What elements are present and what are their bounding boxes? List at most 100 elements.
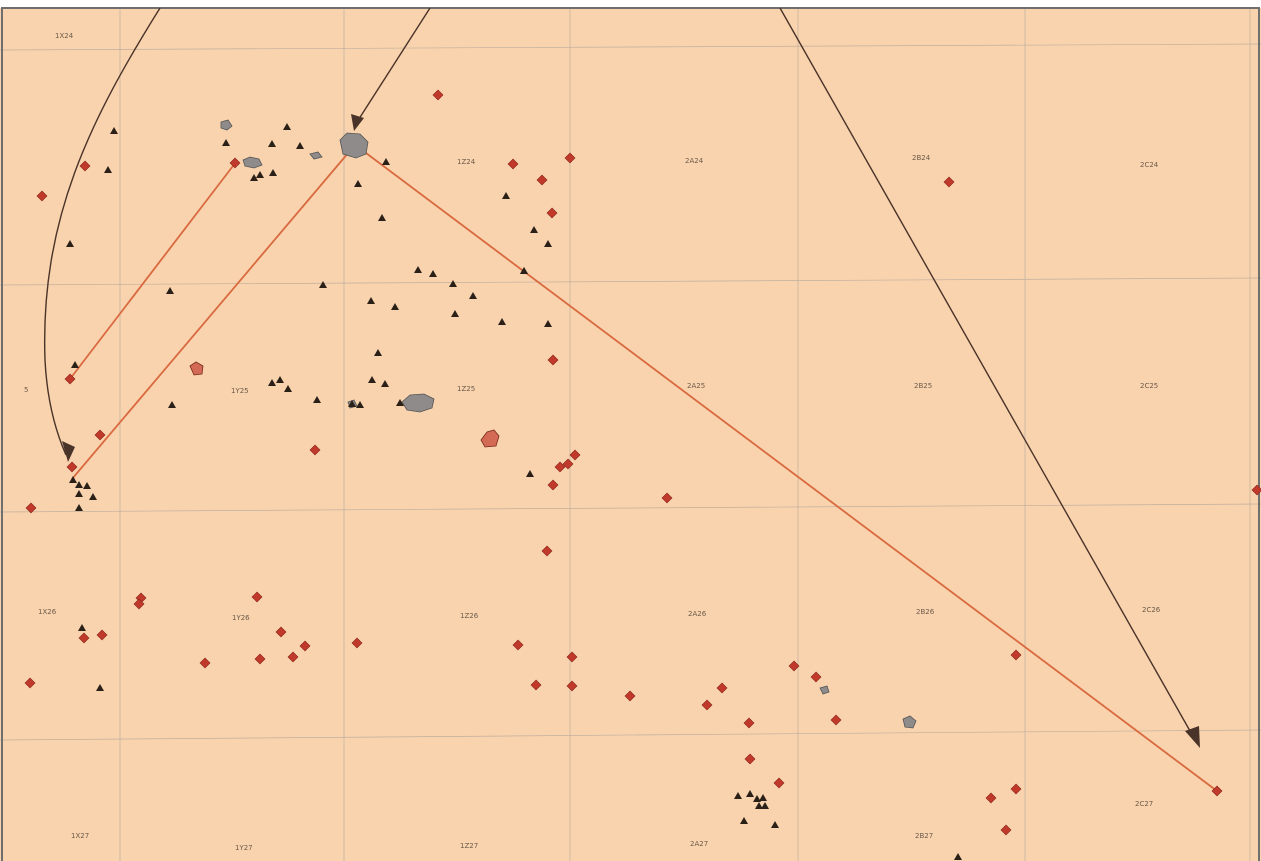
cell-label-2a27: 2A27 bbox=[690, 840, 708, 848]
triangle-marker bbox=[269, 169, 277, 176]
diamond-marker bbox=[133, 598, 145, 610]
triangle-marker bbox=[396, 399, 404, 406]
triangle-marker bbox=[753, 795, 761, 802]
triangle-marker bbox=[313, 396, 321, 403]
triangle-marker bbox=[391, 303, 399, 310]
cell-label-2c27: 2C27 bbox=[1135, 800, 1153, 808]
annotation-arrows bbox=[43, 7, 1195, 739]
cell-label-1z26: 1Z26 bbox=[460, 612, 479, 620]
connector-line bbox=[71, 151, 350, 480]
triangle-marker bbox=[544, 320, 552, 327]
diamond-marker bbox=[566, 680, 578, 692]
diamond-marker bbox=[254, 653, 266, 665]
area-feature bbox=[480, 429, 500, 448]
diamond-marker bbox=[64, 373, 76, 385]
annotation-arrow bbox=[356, 7, 431, 123]
diamond-marker bbox=[541, 545, 553, 557]
diamond-marker bbox=[1010, 649, 1022, 661]
triangle-marker bbox=[740, 817, 748, 824]
diamond-marker bbox=[66, 461, 78, 473]
cell-label-1y25: 1Y25 bbox=[231, 387, 249, 395]
diamond-marker bbox=[199, 657, 211, 669]
diamond-marker bbox=[79, 160, 91, 172]
triangle-marker bbox=[110, 127, 118, 134]
diamond-marker bbox=[810, 671, 822, 683]
diamond-marker bbox=[985, 792, 997, 804]
triangle-marker bbox=[520, 267, 528, 274]
triangle-marker bbox=[348, 400, 356, 407]
triangle-marker bbox=[89, 493, 97, 500]
triangle-marker bbox=[761, 802, 769, 809]
triangle-marker bbox=[368, 376, 376, 383]
diamond-marker bbox=[566, 651, 578, 663]
triangle-marker bbox=[381, 380, 389, 387]
triangle-marker bbox=[367, 297, 375, 304]
triangle-marker bbox=[104, 166, 112, 173]
diamond-marker bbox=[24, 677, 36, 689]
triangle-marker bbox=[544, 240, 552, 247]
triangle-marker bbox=[449, 280, 457, 287]
diamond-marker bbox=[36, 190, 48, 202]
triangle-marker bbox=[429, 270, 437, 277]
diamond-marker bbox=[546, 207, 558, 219]
triangle-marker bbox=[469, 292, 477, 299]
diamond-marker bbox=[351, 637, 363, 649]
cell-label-2b26: 2B26 bbox=[916, 608, 935, 616]
diamond-marker bbox=[507, 158, 519, 170]
cell-label-2a24: 2A24 bbox=[685, 157, 704, 165]
diamond-marker bbox=[661, 492, 673, 504]
diamond-marker bbox=[788, 660, 800, 672]
triangle-marker bbox=[296, 142, 304, 149]
triangle-marker bbox=[771, 821, 779, 828]
cell-label-1z25: 1Z25 bbox=[457, 385, 475, 393]
annotation-arrow bbox=[43, 7, 161, 456]
diamond-marker bbox=[1211, 785, 1223, 797]
triangle-marker bbox=[268, 379, 276, 386]
area-feature bbox=[220, 119, 233, 131]
diamond-marker bbox=[547, 479, 559, 491]
triangle-marker bbox=[222, 139, 230, 146]
triangle-marker bbox=[75, 490, 83, 497]
diamond-marker bbox=[512, 639, 524, 651]
triangle-marker bbox=[69, 476, 77, 483]
triangle-marker bbox=[78, 624, 86, 631]
map-background bbox=[0, 8, 1261, 861]
diamond-marker bbox=[229, 157, 241, 169]
diamond-marker bbox=[564, 152, 576, 164]
diamond-marker bbox=[1000, 824, 1012, 836]
arrowhead bbox=[62, 441, 75, 462]
triangle-marker bbox=[755, 802, 763, 809]
connector-lines bbox=[69, 151, 1218, 792]
cell-label-2a25: 2A25 bbox=[687, 382, 705, 390]
triangle-marker bbox=[168, 401, 176, 408]
cell-label-2c26: 2C26 bbox=[1142, 606, 1161, 614]
diamond-marker bbox=[716, 682, 728, 694]
connector-line bbox=[365, 152, 1218, 792]
triangle-marker bbox=[66, 240, 74, 247]
triangle-marker bbox=[268, 140, 276, 147]
arrowheads bbox=[62, 114, 1200, 748]
diamond-marker bbox=[547, 354, 559, 366]
diamond-marker bbox=[299, 640, 311, 652]
triangle-marker bbox=[166, 287, 174, 294]
cell-label-1y26: 1Y26 bbox=[232, 614, 250, 622]
area-feature bbox=[189, 361, 204, 376]
triangle-marker bbox=[356, 401, 364, 408]
diamond-marker bbox=[251, 591, 263, 603]
connector-line bbox=[69, 161, 237, 380]
triangle-marker bbox=[498, 318, 506, 325]
triangle-marker bbox=[414, 266, 422, 273]
triangle-marker bbox=[759, 794, 767, 801]
cell-label-2a26: 2A26 bbox=[688, 610, 707, 618]
diamond-marker bbox=[743, 717, 755, 729]
diamond-marker bbox=[530, 679, 542, 691]
diamond-marker bbox=[432, 89, 444, 101]
diamond-marker bbox=[536, 174, 548, 186]
diamond-marker bbox=[309, 444, 321, 456]
triangle-marker bbox=[526, 470, 534, 477]
area-feature bbox=[401, 393, 435, 413]
diamond-marker bbox=[773, 777, 785, 789]
triangle-marker bbox=[284, 385, 292, 392]
diamond-marker bbox=[744, 753, 756, 765]
